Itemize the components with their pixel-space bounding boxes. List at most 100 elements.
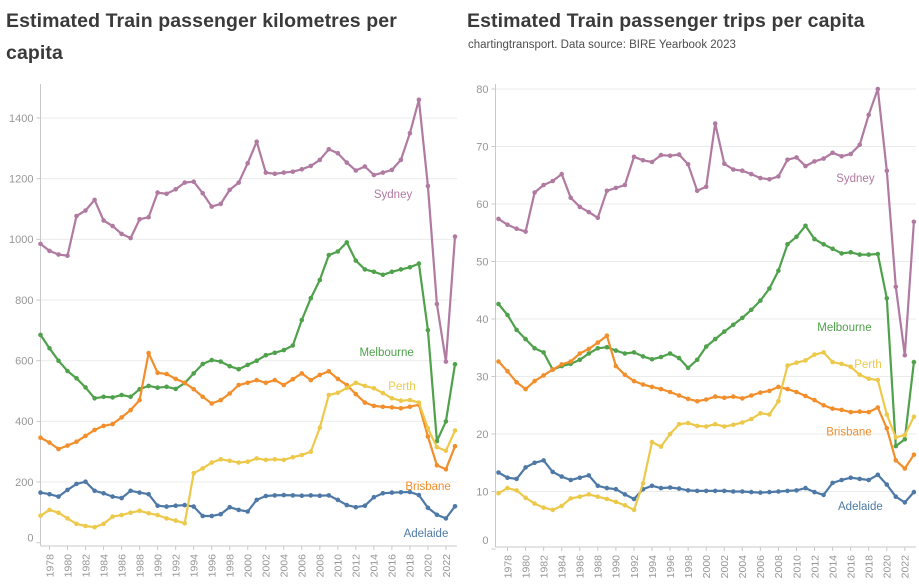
data-point[interactable] (38, 513, 43, 518)
data-point[interactable] (712, 488, 718, 494)
data-point[interactable] (523, 495, 528, 501)
data-point[interactable] (685, 365, 691, 371)
data-point[interactable] (236, 382, 241, 388)
data-point[interactable] (227, 458, 232, 464)
data-point[interactable] (110, 494, 115, 499)
data-point[interactable] (209, 460, 214, 465)
data-point[interactable] (577, 351, 583, 356)
data-point[interactable] (317, 277, 323, 283)
data-point[interactable] (281, 492, 287, 498)
data-point[interactable] (83, 479, 88, 485)
data-point[interactable] (541, 373, 546, 378)
data-point[interactable] (254, 497, 259, 503)
data-point[interactable] (452, 428, 458, 433)
data-point[interactable] (740, 420, 745, 425)
data-point[interactable] (308, 295, 314, 301)
data-point[interactable] (371, 403, 377, 409)
data-point[interactable] (119, 495, 124, 501)
data-point[interactable] (128, 235, 133, 241)
data-point[interactable] (785, 363, 790, 368)
data-point[interactable] (740, 168, 745, 173)
data-point[interactable] (884, 426, 890, 431)
data-point[interactable] (443, 516, 449, 521)
data-point[interactable] (155, 512, 160, 518)
data-point[interactable] (496, 470, 501, 475)
data-point[interactable] (146, 214, 151, 220)
data-point[interactable] (398, 267, 404, 272)
data-point[interactable] (110, 514, 115, 519)
data-point[interactable] (523, 336, 528, 342)
data-point[interactable] (281, 347, 287, 353)
data-point[interactable] (839, 407, 844, 413)
data-point[interactable] (92, 396, 97, 401)
data-point[interactable] (559, 474, 564, 479)
data-point[interactable] (496, 216, 501, 222)
data-point[interactable] (586, 492, 592, 497)
data-point[interactable] (362, 503, 368, 509)
data-point[interactable] (595, 346, 601, 351)
data-point[interactable] (92, 427, 97, 433)
data-point[interactable] (550, 469, 555, 475)
data-point[interactable] (658, 354, 664, 360)
data-point[interactable] (92, 197, 97, 203)
data-point[interactable] (335, 390, 341, 396)
data-point[interactable] (101, 491, 106, 496)
data-point[interactable] (712, 394, 718, 399)
data-point[interactable] (848, 409, 853, 415)
series-melbourne[interactable] (38, 240, 458, 444)
data-point[interactable] (821, 156, 826, 161)
data-point[interactable] (821, 242, 826, 247)
data-point[interactable] (425, 505, 431, 511)
data-point[interactable] (326, 252, 332, 258)
data-point[interactable] (830, 406, 835, 412)
data-point[interactable] (649, 483, 655, 489)
data-point[interactable] (443, 448, 449, 454)
data-point[interactable] (649, 159, 655, 165)
data-point[interactable] (640, 354, 646, 359)
data-point[interactable] (866, 252, 871, 257)
data-point[interactable] (902, 432, 908, 438)
data-point[interactable] (568, 359, 573, 364)
data-point[interactable] (722, 395, 727, 401)
data-point[interactable] (722, 161, 727, 167)
data-point[interactable] (74, 481, 79, 487)
data-point[interactable] (785, 386, 790, 392)
data-point[interactable] (128, 394, 133, 400)
data-point[interactable] (803, 485, 808, 491)
data-point[interactable] (272, 171, 278, 177)
data-point[interactable] (875, 405, 881, 410)
data-point[interactable] (541, 182, 546, 188)
data-point[interactable] (505, 475, 510, 481)
data-point[interactable] (362, 164, 368, 169)
data-point[interactable] (146, 383, 151, 389)
data-point[interactable] (416, 261, 422, 266)
data-point[interactable] (767, 412, 772, 417)
data-point[interactable] (83, 523, 88, 529)
data-point[interactable] (622, 372, 628, 378)
data-point[interactable] (703, 344, 709, 349)
data-point[interactable] (712, 336, 718, 342)
data-point[interactable] (685, 162, 691, 167)
data-point[interactable] (407, 489, 413, 495)
data-point[interactable] (110, 395, 115, 400)
data-point[interactable] (200, 361, 205, 367)
data-point[interactable] (182, 180, 187, 185)
data-point[interactable] (767, 177, 772, 182)
data-point[interactable] (902, 352, 908, 358)
data-point[interactable] (622, 503, 628, 508)
data-point[interactable] (164, 504, 169, 509)
data-point[interactable] (380, 404, 386, 410)
data-point[interactable] (344, 385, 350, 391)
data-point[interactable] (56, 252, 61, 257)
data-point[interactable] (902, 500, 908, 505)
data-point[interactable] (848, 250, 853, 255)
data-point[interactable] (731, 489, 736, 494)
data-point[interactable] (577, 357, 583, 363)
series-adelaide[interactable] (496, 458, 917, 505)
data-point[interactable] (434, 444, 440, 450)
data-point[interactable] (749, 393, 754, 398)
data-point[interactable] (857, 372, 862, 378)
data-point[interactable] (362, 400, 368, 405)
data-point[interactable] (649, 357, 655, 362)
data-point[interactable] (604, 333, 610, 339)
